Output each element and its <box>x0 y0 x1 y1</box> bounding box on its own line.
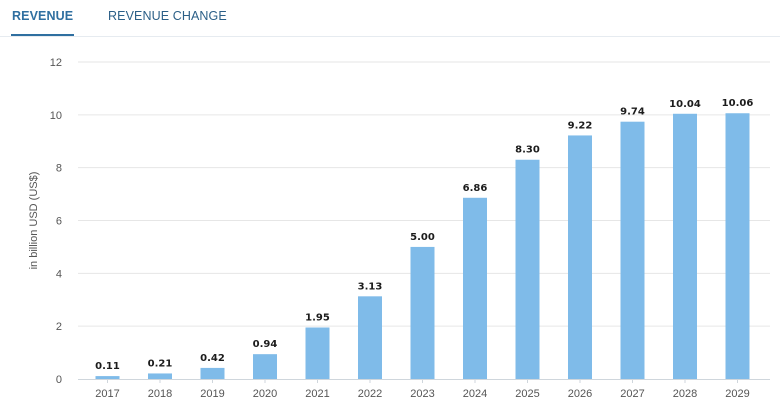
bar-data-label: 9.22 <box>568 120 593 131</box>
bar <box>515 159 540 379</box>
y-tick-label: 12 <box>50 57 62 69</box>
bar <box>305 327 330 379</box>
x-tick-label: 2024 <box>463 388 487 400</box>
x-tick-label: 2020 <box>253 388 277 400</box>
x-tick-label: 2025 <box>515 388 539 400</box>
bar-data-label: 0.94 <box>253 339 278 350</box>
bar-data-label: 1.95 <box>305 312 330 323</box>
y-axis-title: in billion USD (US$) <box>28 172 40 270</box>
bar-data-label: 0.21 <box>148 358 173 369</box>
bar-data-label: 6.86 <box>463 183 488 194</box>
bar-data-label: 0.42 <box>200 353 225 364</box>
x-tick-label: 2023 <box>410 388 434 400</box>
x-tick-label: 2021 <box>305 388 329 400</box>
bar-data-label: 10.06 <box>722 98 754 109</box>
bar <box>568 135 592 379</box>
bar-data-label: 10.04 <box>669 99 701 110</box>
revenue-chart: 0 2 4 6 8 10 12 in billion USD (US$) 0.11 2017 0.2… <box>0 37 780 419</box>
y-tick-label: 6 <box>56 216 62 228</box>
bar-data-label: 9.74 <box>620 107 645 118</box>
x-tick-label: 2029 <box>725 388 749 400</box>
bar-data-label: 5.00 <box>410 232 435 243</box>
bar <box>463 197 487 379</box>
y-tick-label: 0 <box>56 374 62 386</box>
bar <box>95 376 120 379</box>
y-tick-label: 10 <box>50 110 62 122</box>
bar <box>673 113 697 379</box>
bar <box>358 296 382 379</box>
tab-revenue-change[interactable]: REVENUE CHANGE <box>108 9 227 23</box>
x-tick-label: 2027 <box>620 388 644 400</box>
x-tick-label: 2018 <box>148 388 172 400</box>
bar-data-label: 8.30 <box>515 145 540 156</box>
bar-data-label: 0.11 <box>95 361 120 372</box>
bar-chart-svg: 0 2 4 6 8 10 12 in billion USD (US$) 0.11 2017 0.2… <box>28 57 770 400</box>
bar <box>200 367 225 379</box>
x-tick-label: 2026 <box>568 388 592 400</box>
y-tick-label: 2 <box>56 321 62 333</box>
x-tick-label: 2019 <box>200 388 224 400</box>
chart-tabs: REVENUE REVENUE CHANGE <box>0 0 780 37</box>
bar <box>725 113 750 379</box>
x-tick-label: 2022 <box>358 388 382 400</box>
bar <box>620 121 645 380</box>
tab-revenue[interactable]: REVENUE <box>10 9 75 36</box>
bar <box>253 354 277 379</box>
y-tick-label: 4 <box>56 268 62 280</box>
bar-data-label: 3.13 <box>358 281 383 292</box>
bar <box>148 373 172 379</box>
x-tick-label: 2028 <box>673 388 697 400</box>
bar <box>410 246 435 379</box>
x-tick-label: 2017 <box>95 388 119 400</box>
y-tick-label: 8 <box>56 163 62 175</box>
